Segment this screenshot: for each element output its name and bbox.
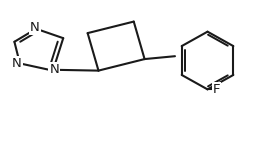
Text: N: N [49, 63, 59, 76]
Text: N: N [12, 57, 22, 70]
Text: N: N [30, 21, 40, 34]
Text: F: F [212, 83, 220, 96]
